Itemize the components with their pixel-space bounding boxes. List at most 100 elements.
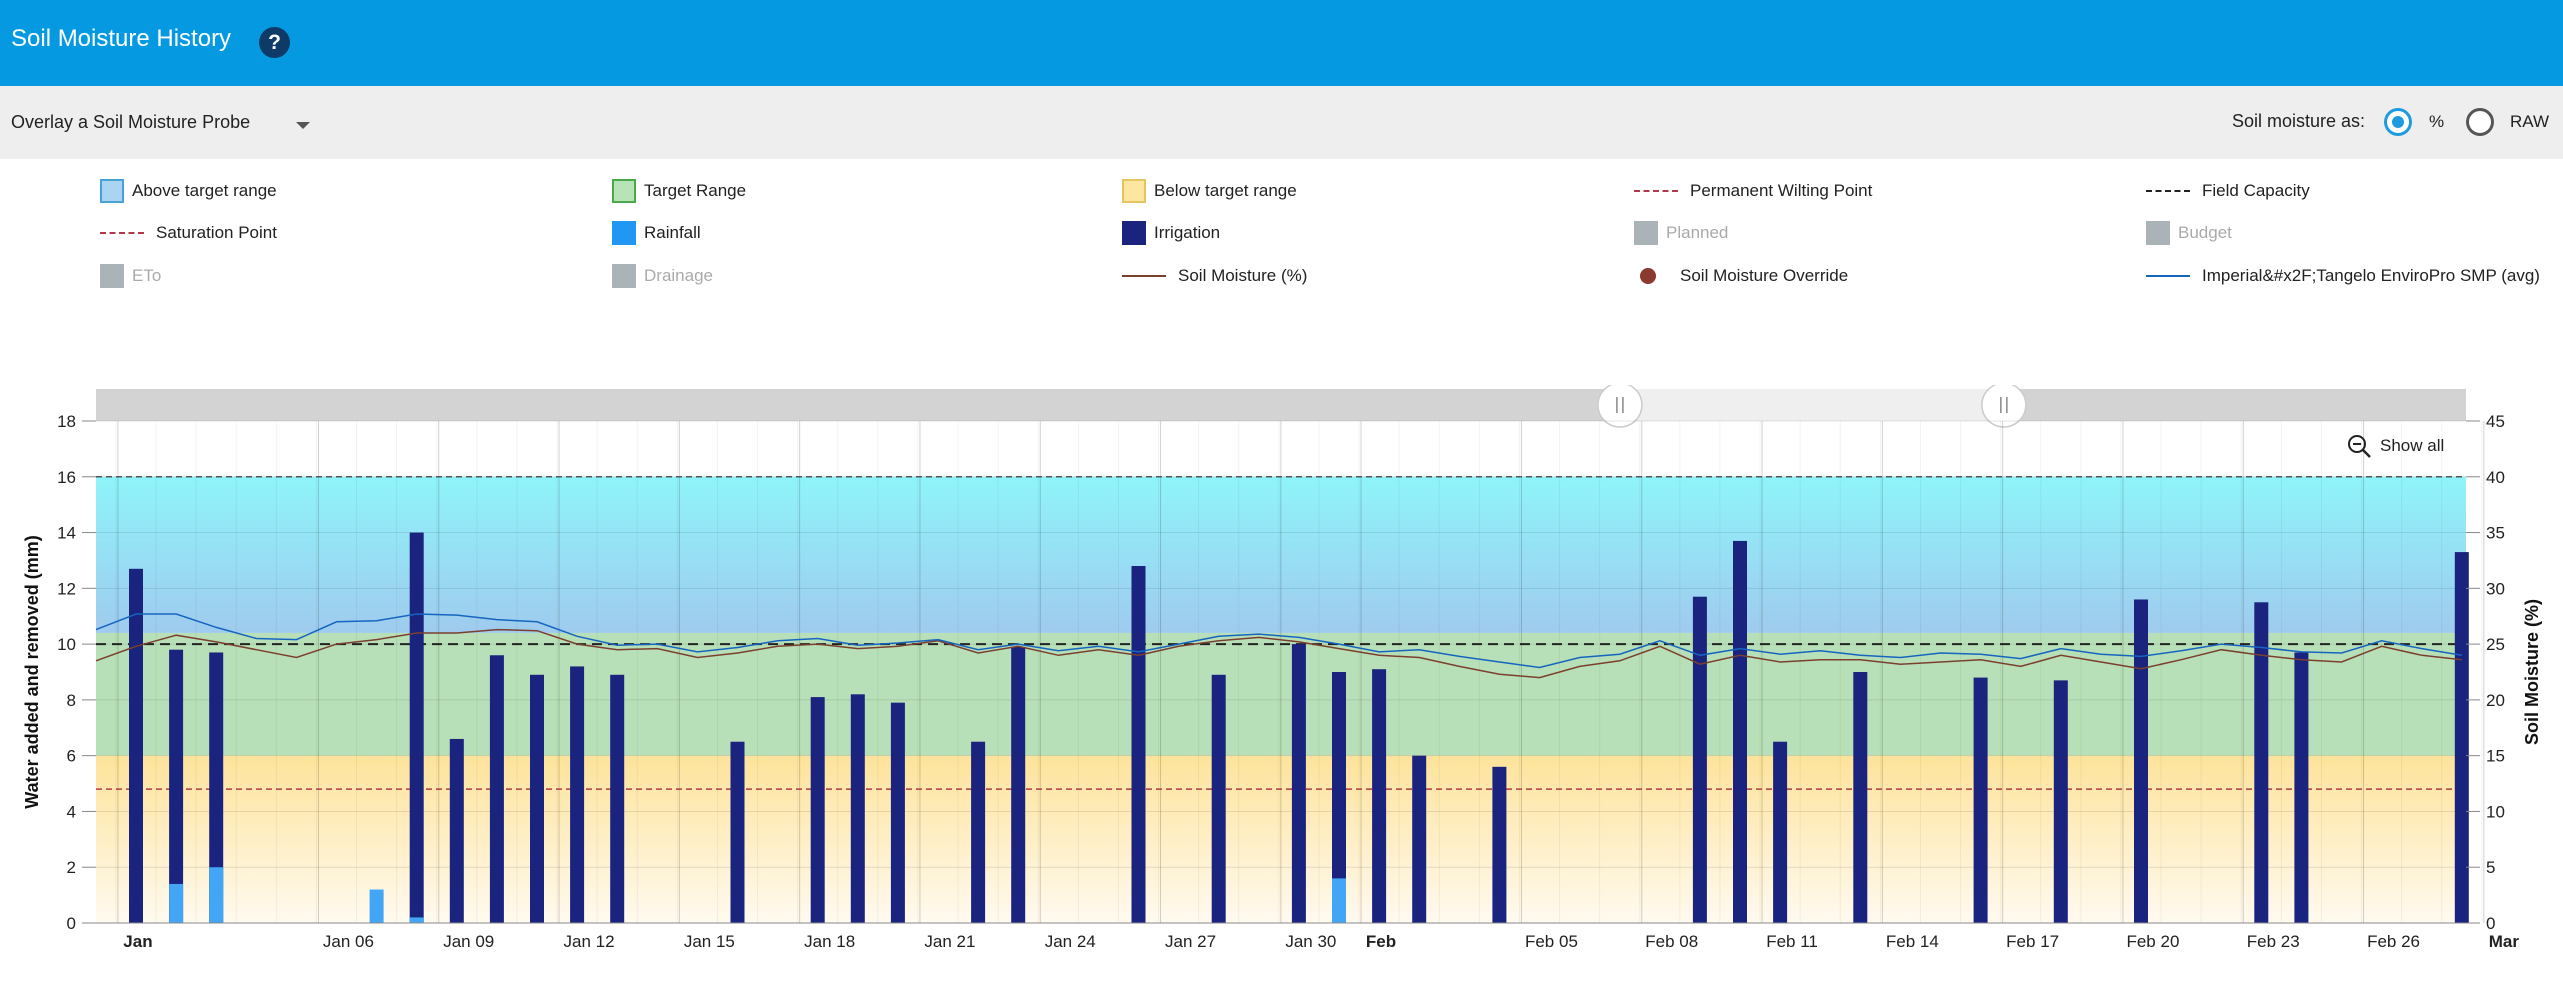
irrigation-bar[interactable] <box>1291 644 1306 923</box>
irrigation-bar[interactable] <box>810 697 825 923</box>
show-all-label: Show all <box>2380 436 2445 455</box>
legend-marker <box>1122 275 1166 277</box>
y-tick-right: 45 <box>2486 412 2505 431</box>
y-tick-left: 4 <box>67 802 76 821</box>
irrigation-bar[interactable] <box>129 568 143 923</box>
legend-item-above-target-range[interactable]: Above target range <box>100 178 277 204</box>
rainfall-bar[interactable] <box>369 889 384 923</box>
irrigation-bar[interactable] <box>1973 677 1988 923</box>
rainfall-bar[interactable] <box>209 867 224 923</box>
legend-marker <box>100 179 124 203</box>
irrigation-bar[interactable] <box>2254 602 2269 923</box>
legend-label: Planned <box>1666 223 1729 242</box>
band-above-target <box>96 476 2466 633</box>
legend-label: Soil Moisture Override <box>1680 266 1849 285</box>
legend-item-target-range[interactable]: Target Range <box>612 178 746 204</box>
radio-percent[interactable] <box>2384 108 2412 136</box>
irrigation-bar[interactable] <box>1211 674 1226 923</box>
probe-avg-line[interactable] <box>95 613 2463 669</box>
chart-legend: Above target range Target Range Below targ… <box>0 170 2563 360</box>
legend-item-budget[interactable]: Budget <box>2146 220 2232 246</box>
legend-item-planned[interactable]: Planned <box>1634 220 1728 246</box>
legend-marker <box>1122 221 1146 245</box>
rainfall-bar[interactable] <box>169 883 184 923</box>
legend-marker <box>100 264 124 288</box>
irrigation-bar[interactable] <box>409 532 424 923</box>
y-tick-left: 16 <box>57 468 76 487</box>
legend-item-rainfall[interactable]: Rainfall <box>612 220 701 246</box>
irrigation-bar[interactable] <box>1372 669 1387 923</box>
navigator-window[interactable] <box>1619 389 2004 421</box>
x-tick-label: Feb 14 <box>1886 932 1939 951</box>
irrigation-bar[interactable] <box>1773 741 1788 923</box>
irrigation-bar[interactable] <box>850 694 865 923</box>
irrigation-bar[interactable] <box>2454 552 2469 923</box>
legend-item-imperial-x2f-tangelo-enviropro-smp-avg[interactable]: Imperial&#x2F;Tangelo EnviroPro SMP (avg… <box>2146 263 2540 289</box>
rainfall-bar[interactable] <box>1332 878 1346 923</box>
page-title: Soil Moisture History <box>11 25 232 52</box>
legend-item-soil-moisture[interactable]: Soil Moisture (%) <box>1122 263 1307 289</box>
irrigation-bar[interactable] <box>610 674 625 923</box>
irrigation-bar[interactable] <box>209 652 224 923</box>
rainfall-bar[interactable] <box>409 917 424 923</box>
x-tick-label: Jan 06 <box>323 932 374 951</box>
navigator-track[interactable] <box>96 389 2466 421</box>
legend-item-saturation-point[interactable]: Saturation Point <box>100 220 277 246</box>
legend-item-below-target-range[interactable]: Below target range <box>1122 178 1297 204</box>
legend-item-drainage[interactable]: Drainage <box>612 263 713 289</box>
x-tick-label: Feb 17 <box>2006 932 2059 951</box>
soil-moisture-chart[interactable]: 0 2 4 6 8 10 12 14 16 18 0 5 10 15 20 25 30 35 40 45 Jan Jan … <box>0 382 2563 984</box>
x-tick-label: Jan 12 <box>564 932 615 951</box>
y-axis-title-right: Soil Moisture (%) <box>2522 599 2542 745</box>
irrigation-bar[interactable] <box>1011 646 1026 923</box>
irrigation-bar[interactable] <box>570 666 585 923</box>
irrigation-bar[interactable] <box>890 702 905 923</box>
overlay-probe-select[interactable]: Overlay a Soil Moisture Probe <box>11 112 251 132</box>
legend-item-soil-moisture-override[interactable]: Soil Moisture Override <box>1634 263 1848 289</box>
irrigation-bar[interactable] <box>530 674 544 923</box>
irrigation-bar[interactable] <box>1412 755 1427 923</box>
irrigation-bar[interactable] <box>1332 672 1346 923</box>
irrigation-bar[interactable] <box>2053 680 2068 923</box>
legend-label: Irrigation <box>1154 223 1221 242</box>
help-icon[interactable]: ? <box>259 27 290 58</box>
legend-label: Target Range <box>644 181 747 200</box>
legend-label: Permanent Wilting Point <box>1690 181 1873 200</box>
irrigation-bar[interactable] <box>1492 766 1507 923</box>
legend-item-irrigation[interactable]: Irrigation <box>1122 220 1220 246</box>
soil-moisture-line[interactable] <box>95 628 2462 679</box>
x-tick-label: Feb 23 <box>2247 932 2300 951</box>
legend-label: Budget <box>2178 223 2232 242</box>
legend-label: Imperial&#x2F;Tangelo EnviroPro SMP (avg… <box>2202 266 2540 285</box>
irrigation-bar[interactable] <box>971 741 986 923</box>
chevron-down-icon[interactable] <box>296 122 310 129</box>
irrigation-bar[interactable] <box>1692 596 1707 923</box>
irrigation-bar[interactable] <box>169 649 184 923</box>
y-tick-right: 40 <box>2486 468 2505 487</box>
legend-marker <box>2146 190 2190 192</box>
irrigation-bar[interactable] <box>1733 540 1747 923</box>
irrigation-bar[interactable] <box>2134 599 2148 923</box>
legend-label: Rainfall <box>644 223 701 242</box>
irrigation-bar[interactable] <box>730 741 745 923</box>
irrigation-bar[interactable] <box>489 655 504 923</box>
legend-label: Above target range <box>132 181 277 200</box>
irrigation-bar[interactable] <box>449 738 464 923</box>
irrigation-bar[interactable] <box>1131 566 1146 923</box>
legend-marker <box>2146 275 2190 277</box>
x-tick-label: Jan 24 <box>1045 932 1096 951</box>
zoom-out-icon <box>2346 433 2372 459</box>
legend-label: ETo <box>132 266 162 285</box>
legend-item-permanent-wilting-point[interactable]: Permanent Wilting Point <box>1634 178 1872 204</box>
toolbar: Overlay a Soil Moisture Probe Soil moist… <box>0 86 2563 159</box>
legend-item-eto[interactable]: ETo <box>100 263 161 289</box>
show-all-button[interactable]: Show all <box>2346 433 2444 459</box>
legend-marker <box>1634 190 1678 192</box>
x-tick-label: Feb 05 <box>1525 932 1578 951</box>
legend-item-field-capacity[interactable]: Field Capacity <box>2146 178 2310 204</box>
irrigation-bar[interactable] <box>1853 672 1868 923</box>
y-tick-left: 6 <box>67 747 76 766</box>
radio-raw[interactable] <box>2466 108 2494 136</box>
x-tick-label: Feb 08 <box>1645 932 1698 951</box>
irrigation-bar[interactable] <box>2294 652 2309 923</box>
